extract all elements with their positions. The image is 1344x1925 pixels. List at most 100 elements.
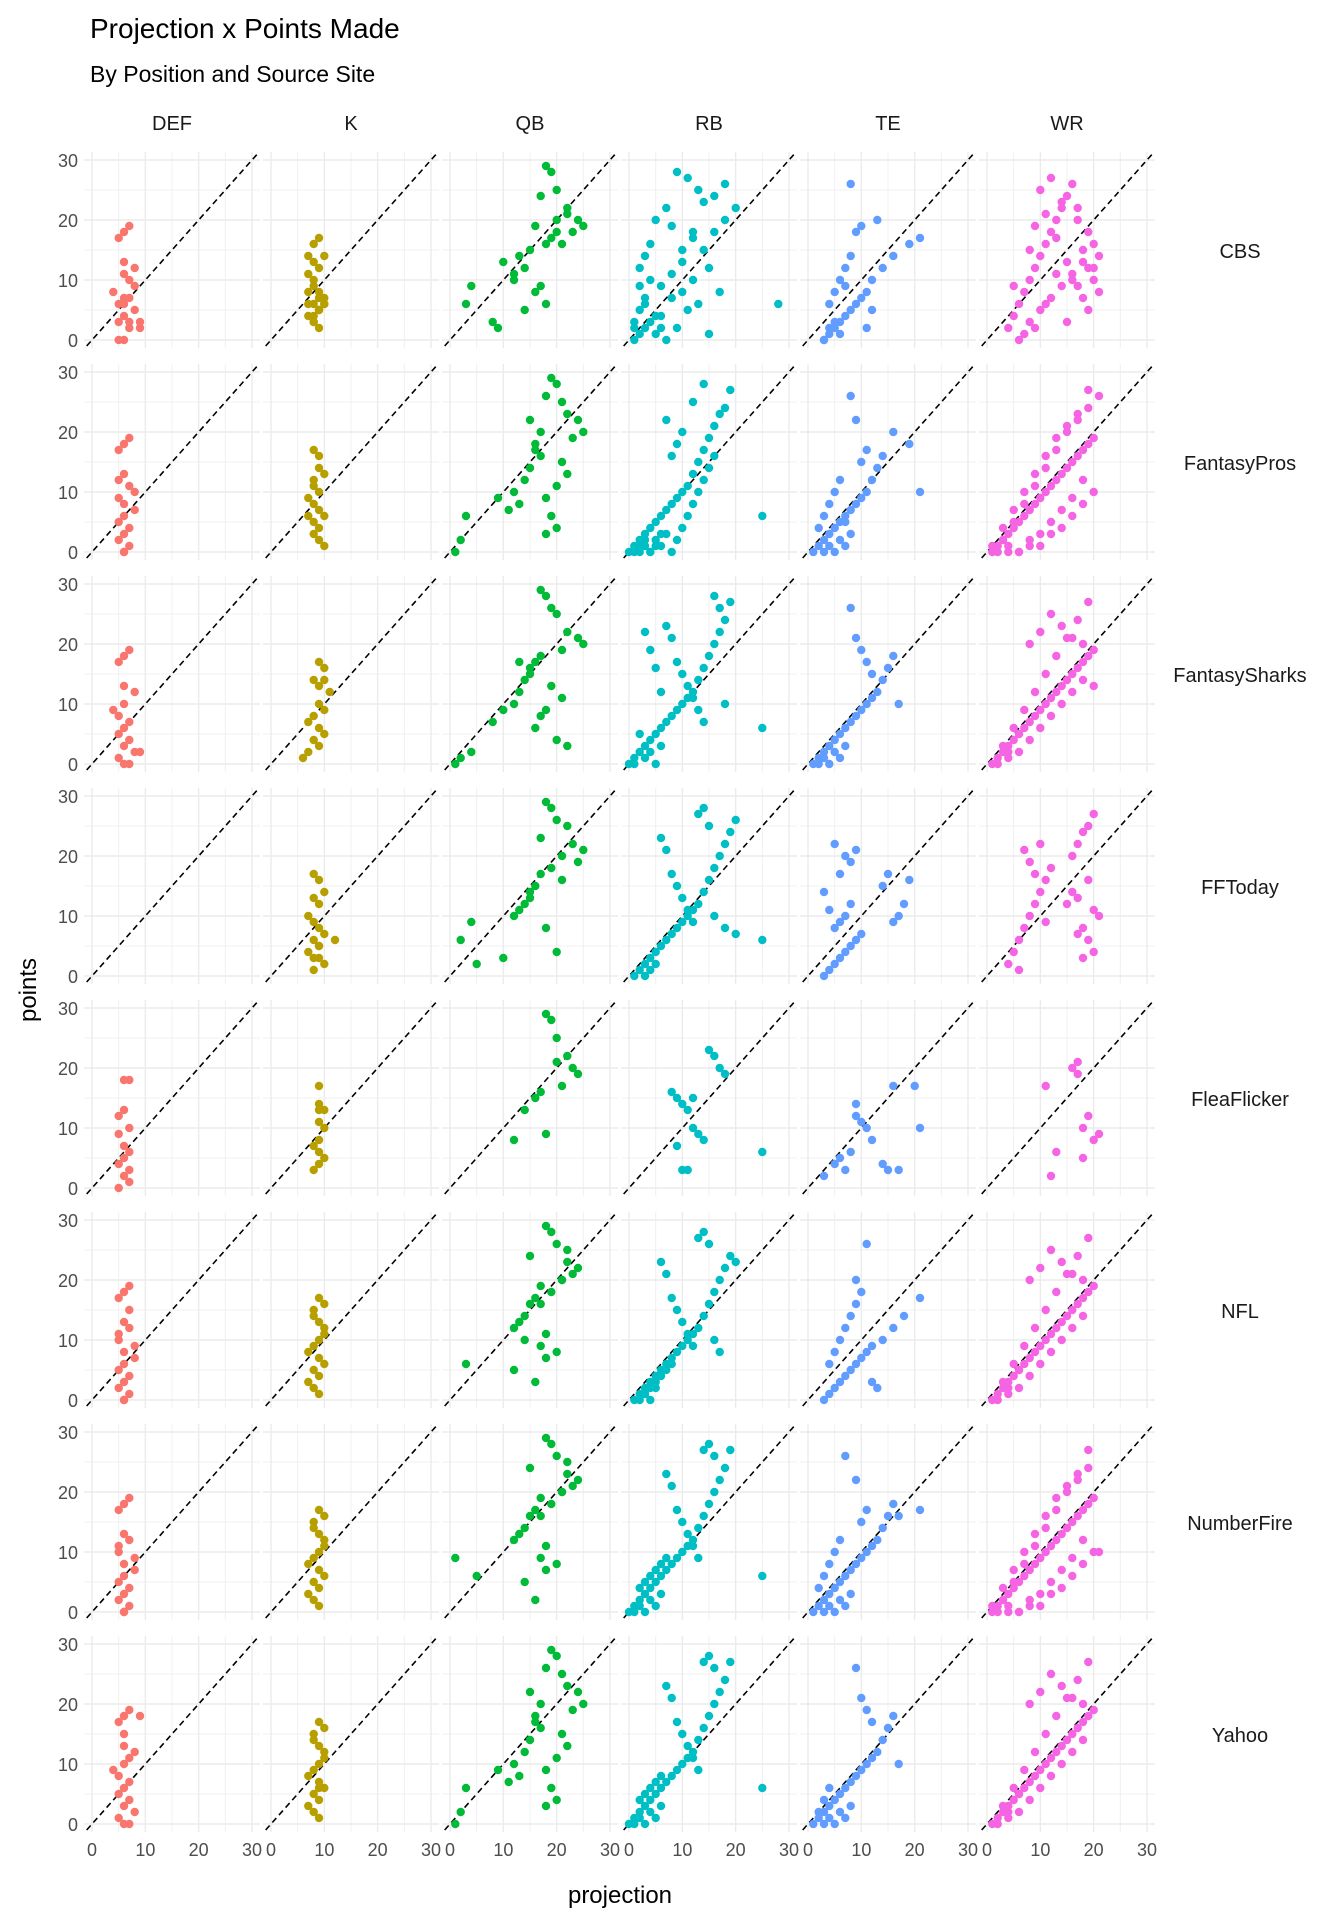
data-point bbox=[889, 651, 898, 661]
x-tick-label: 30 bbox=[958, 1840, 978, 1860]
data-point bbox=[1052, 445, 1061, 455]
data-point bbox=[114, 1129, 123, 1139]
data-point bbox=[688, 1541, 698, 1551]
data-point bbox=[1004, 959, 1013, 969]
data-point bbox=[320, 1747, 329, 1757]
data-point bbox=[678, 257, 687, 267]
data-point bbox=[314, 505, 324, 515]
data-point bbox=[125, 717, 134, 727]
data-point bbox=[309, 275, 318, 285]
data-point bbox=[509, 699, 519, 709]
data-point bbox=[1084, 1445, 1093, 1455]
data-point bbox=[704, 1299, 714, 1309]
data-point bbox=[547, 1783, 556, 1793]
x-tick-label: 0 bbox=[266, 1840, 276, 1860]
data-point bbox=[1094, 287, 1104, 297]
facet-panel bbox=[979, 788, 1155, 984]
data-point bbox=[656, 723, 666, 733]
data-point bbox=[993, 1819, 1002, 1829]
data-point bbox=[568, 1063, 577, 1073]
data-point bbox=[635, 263, 644, 273]
data-point bbox=[314, 1783, 324, 1793]
data-point bbox=[314, 323, 324, 333]
data-point bbox=[119, 1783, 129, 1793]
data-point bbox=[309, 1517, 318, 1527]
data-point bbox=[1030, 323, 1040, 333]
chart-title: Projection x Points Made bbox=[90, 13, 400, 44]
data-point bbox=[525, 893, 535, 903]
data-point bbox=[125, 1493, 134, 1503]
data-point bbox=[119, 529, 129, 539]
data-point bbox=[536, 1553, 545, 1563]
data-point bbox=[899, 899, 909, 909]
data-point bbox=[520, 1523, 529, 1533]
data-point bbox=[1030, 1747, 1040, 1757]
data-point bbox=[1041, 699, 1050, 709]
data-point bbox=[125, 1777, 134, 1787]
data-point bbox=[699, 887, 708, 897]
data-point bbox=[841, 281, 850, 291]
data-point bbox=[309, 1807, 318, 1817]
data-point bbox=[998, 1583, 1008, 1593]
data-point bbox=[857, 1517, 866, 1527]
data-point bbox=[314, 1353, 324, 1363]
data-point bbox=[1052, 1323, 1061, 1333]
data-point bbox=[309, 1141, 318, 1151]
data-point bbox=[830, 547, 839, 557]
data-point bbox=[531, 1293, 540, 1303]
data-point bbox=[314, 1547, 324, 1557]
data-point bbox=[699, 379, 708, 389]
data-point bbox=[715, 409, 724, 419]
data-point bbox=[656, 311, 666, 321]
data-point bbox=[1030, 1559, 1040, 1569]
data-point bbox=[314, 233, 324, 243]
data-point bbox=[1004, 1813, 1013, 1823]
data-point bbox=[309, 1341, 318, 1351]
data-point bbox=[1057, 1317, 1066, 1327]
data-point bbox=[1094, 391, 1104, 401]
data-point bbox=[1073, 929, 1082, 939]
data-point bbox=[119, 1153, 129, 1163]
data-point bbox=[1078, 1717, 1088, 1727]
data-point bbox=[646, 645, 655, 655]
data-point bbox=[646, 1395, 655, 1405]
data-point bbox=[851, 1663, 861, 1673]
data-point bbox=[1084, 1287, 1093, 1297]
data-point bbox=[1078, 293, 1088, 303]
data-point bbox=[1073, 451, 1082, 461]
data-point bbox=[309, 529, 318, 539]
data-point bbox=[830, 523, 839, 533]
data-point bbox=[704, 433, 714, 443]
reference-line-y-equals-x bbox=[86, 1425, 258, 1619]
data-point bbox=[1073, 203, 1082, 213]
data-point bbox=[573, 633, 583, 643]
data-point bbox=[1089, 1547, 1098, 1557]
data-point bbox=[667, 869, 676, 879]
facet-panel bbox=[800, 1000, 976, 1196]
data-point bbox=[130, 1747, 139, 1757]
data-point bbox=[309, 499, 318, 509]
data-point bbox=[536, 711, 545, 721]
data-point bbox=[1041, 239, 1050, 249]
data-point bbox=[456, 1807, 465, 1817]
data-point bbox=[646, 965, 655, 975]
data-point bbox=[1068, 851, 1077, 861]
data-point bbox=[125, 1147, 134, 1157]
data-point bbox=[1020, 287, 1029, 297]
data-point bbox=[1036, 1359, 1045, 1369]
data-point bbox=[547, 1645, 556, 1655]
data-point bbox=[678, 1547, 687, 1557]
data-point bbox=[119, 1607, 129, 1617]
data-point bbox=[314, 523, 324, 533]
data-point bbox=[694, 1765, 703, 1775]
data-point bbox=[651, 329, 660, 339]
data-point bbox=[630, 323, 639, 333]
data-point bbox=[509, 487, 519, 497]
data-point bbox=[825, 1801, 834, 1811]
data-point bbox=[857, 1287, 866, 1297]
data-point bbox=[119, 699, 129, 709]
data-point bbox=[873, 687, 882, 697]
data-point bbox=[320, 1153, 329, 1163]
data-point bbox=[1068, 1323, 1077, 1333]
data-point bbox=[119, 741, 129, 751]
